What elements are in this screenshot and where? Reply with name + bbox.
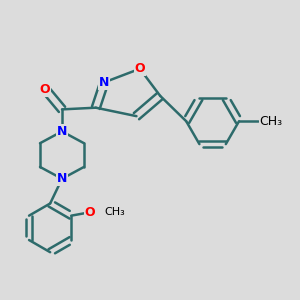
Text: O: O <box>40 82 50 96</box>
Text: N: N <box>99 76 110 89</box>
Text: O: O <box>85 206 95 219</box>
Text: N: N <box>57 172 67 185</box>
Text: CH₃: CH₃ <box>259 115 282 128</box>
Text: O: O <box>134 62 145 75</box>
Text: CH₃: CH₃ <box>104 207 125 217</box>
Text: N: N <box>57 125 67 138</box>
